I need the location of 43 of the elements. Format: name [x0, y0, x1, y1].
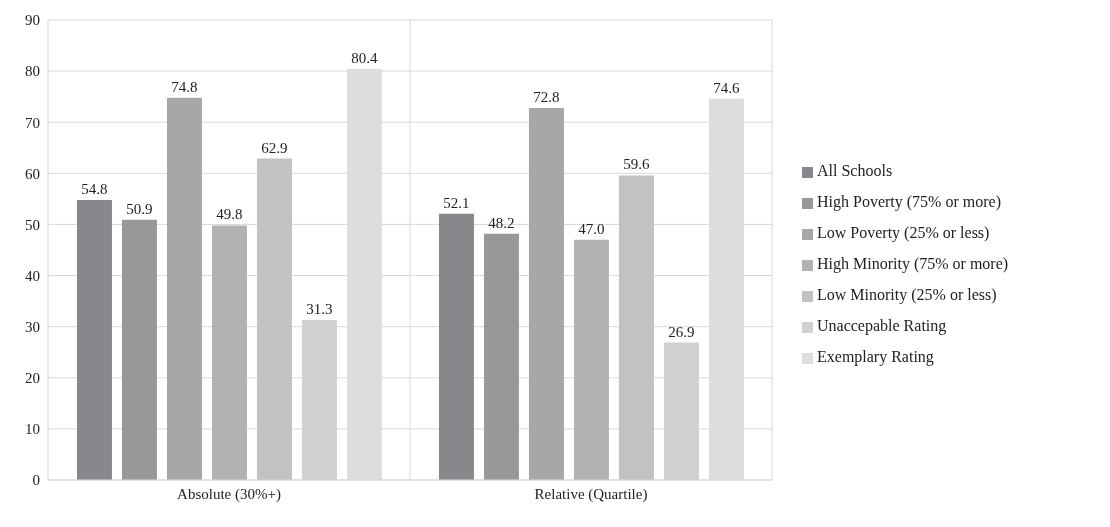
legend-label: High Poverty (75% or more) [817, 193, 1001, 210]
legend-label: Exemplary Rating [817, 348, 934, 365]
data-label: 59.6 [623, 156, 651, 173]
data-label: 74.6 [713, 79, 741, 96]
bar [211, 225, 247, 480]
data-label: 54.8 [81, 180, 108, 197]
legend-label: Low Poverty (25% or less) [817, 224, 990, 241]
bar [573, 239, 609, 480]
data-label: 26.9 [668, 323, 695, 340]
y-tick-label: 80 [25, 63, 40, 80]
data-label: 80.4 [351, 50, 379, 67]
y-tick-label: 30 [25, 318, 40, 335]
bar [528, 107, 564, 480]
data-label: 48.2 [488, 214, 515, 231]
bar [438, 213, 474, 480]
y-tick-label: 20 [25, 370, 40, 387]
data-label: 52.1 [443, 194, 470, 211]
data-label: 72.8 [533, 88, 560, 105]
bar [76, 199, 112, 480]
bar [256, 158, 292, 480]
legend-label: Unaccepable Rating [817, 317, 947, 334]
bar [618, 175, 654, 480]
data-label: 50.9 [126, 200, 153, 217]
data-label: 62.9 [261, 139, 288, 156]
bar [121, 219, 157, 480]
bar [483, 233, 519, 480]
x-tick-label: Relative (Quartile) [534, 485, 648, 503]
y-tick-label: 60 [25, 165, 40, 182]
y-tick-label: 40 [25, 267, 40, 284]
y-tick-label: 70 [25, 114, 40, 131]
y-tick-label: 0 [32, 472, 40, 489]
x-tick-label: Absolute (30%+) [177, 485, 281, 503]
y-tick-label: 90 [25, 12, 40, 29]
legend-label: Low Minority (25% or less) [817, 286, 997, 303]
data-label: 74.8 [171, 78, 198, 95]
data-label: 49.8 [216, 206, 243, 223]
data-label: 47.0 [578, 220, 605, 237]
bar [166, 97, 202, 480]
y-tick-label: 50 [25, 216, 40, 233]
y-tick-label: 10 [25, 421, 40, 438]
data-label: 31.3 [306, 301, 333, 318]
legend-label: All Schools [817, 162, 893, 179]
legend-label: High Minority (75% or more) [817, 255, 1009, 272]
